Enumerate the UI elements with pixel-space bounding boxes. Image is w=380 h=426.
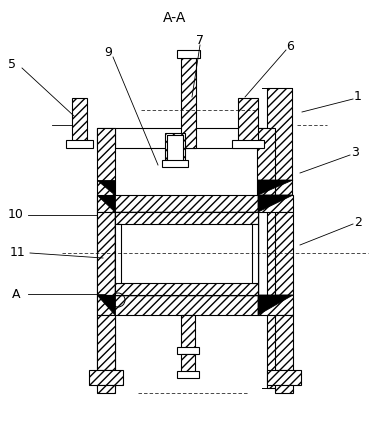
- Polygon shape: [258, 180, 293, 195]
- Text: 9: 9: [104, 46, 112, 58]
- Bar: [72, 98, 87, 145]
- Bar: [165, 133, 185, 165]
- Bar: [89, 370, 123, 385]
- Polygon shape: [258, 295, 293, 315]
- Bar: [177, 50, 200, 58]
- Bar: [97, 295, 293, 315]
- Text: 1: 1: [354, 90, 362, 104]
- Bar: [97, 128, 115, 148]
- Bar: [267, 88, 292, 388]
- Bar: [275, 212, 293, 295]
- Text: 6: 6: [286, 40, 294, 54]
- Bar: [115, 128, 258, 148]
- Polygon shape: [97, 195, 115, 212]
- Bar: [177, 347, 199, 354]
- Bar: [181, 354, 195, 374]
- Bar: [258, 128, 267, 148]
- Bar: [66, 140, 93, 148]
- Text: 2: 2: [354, 216, 362, 228]
- Bar: [252, 224, 258, 283]
- Bar: [257, 128, 275, 195]
- Bar: [238, 98, 258, 145]
- Polygon shape: [97, 180, 115, 195]
- Bar: [115, 224, 121, 283]
- Polygon shape: [258, 195, 293, 212]
- Bar: [97, 128, 115, 388]
- Bar: [181, 58, 196, 148]
- Bar: [97, 195, 293, 212]
- Bar: [97, 212, 115, 295]
- Bar: [167, 135, 183, 163]
- Bar: [97, 315, 115, 370]
- Text: A: A: [12, 288, 20, 300]
- Bar: [177, 371, 199, 378]
- Bar: [181, 315, 195, 350]
- Bar: [232, 140, 264, 148]
- Bar: [162, 160, 188, 167]
- Text: 10: 10: [8, 208, 24, 222]
- Bar: [115, 212, 258, 224]
- Bar: [97, 385, 115, 393]
- Text: 3: 3: [351, 147, 359, 159]
- Polygon shape: [97, 295, 115, 315]
- Bar: [275, 315, 293, 370]
- Text: 5: 5: [8, 58, 16, 72]
- Text: 11: 11: [10, 247, 26, 259]
- Bar: [275, 385, 293, 393]
- Bar: [115, 283, 258, 295]
- Bar: [115, 212, 258, 295]
- Bar: [267, 370, 301, 385]
- Text: 7: 7: [196, 34, 204, 46]
- Text: A-A: A-A: [163, 11, 187, 25]
